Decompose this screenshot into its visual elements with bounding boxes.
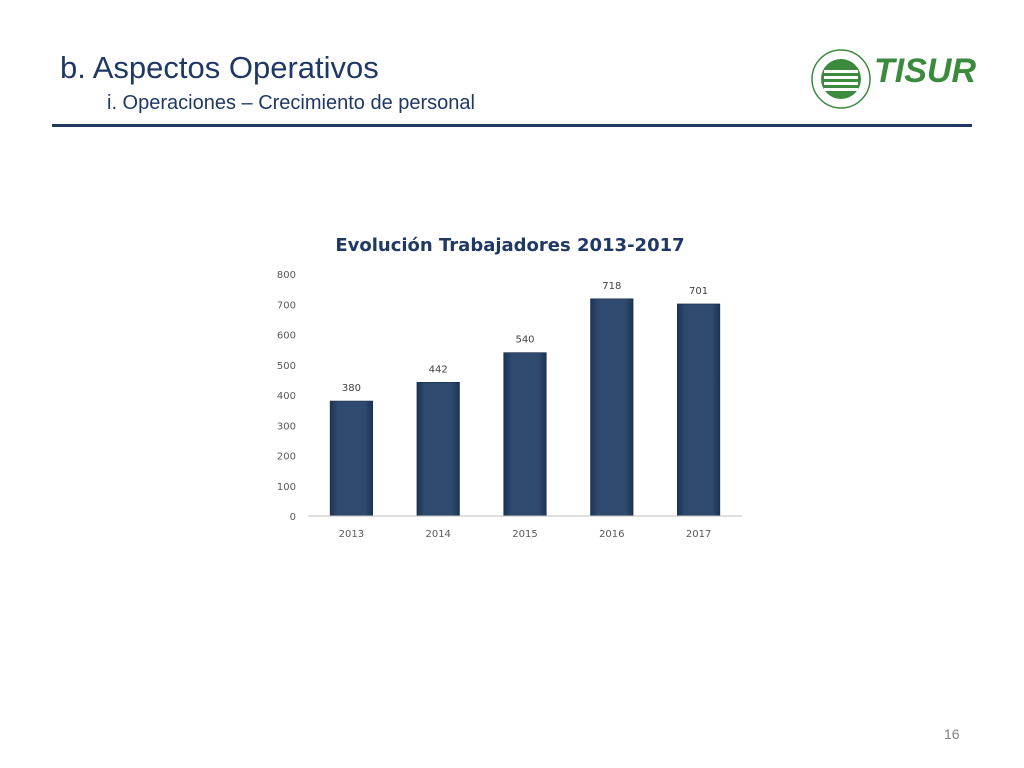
- x-tick-label-2013: 2013: [339, 529, 364, 540]
- header-divider: [52, 124, 972, 127]
- y-tick-label: 800: [277, 270, 296, 281]
- y-tick-label: 400: [277, 391, 296, 402]
- x-tick-label-2014: 2014: [425, 529, 450, 540]
- bar-2015: [503, 352, 547, 517]
- x-tick-label-2016: 2016: [599, 529, 624, 540]
- logo-seal-icon: [811, 49, 871, 109]
- logo-wordmark: TISUR: [874, 52, 976, 90]
- x-tick-label-2017: 2017: [686, 529, 711, 540]
- slide-subtitle: i. Operaciones – Crecimiento de personal: [107, 92, 475, 114]
- chart-title: Evolución Trabajadores 2013-2017: [335, 235, 684, 256]
- slide-title: b. Aspectos Operativos: [60, 50, 379, 85]
- data-label-2014: 442: [429, 364, 448, 375]
- y-axis-ticks: 0 100 200 300 400 500 600 700 800: [277, 270, 296, 523]
- y-tick-label: 500: [277, 361, 296, 372]
- page-number: 16: [944, 726, 960, 742]
- y-tick-label: 600: [277, 331, 296, 342]
- bar-chart: Evolución Trabajadores 2013-2017 0 100 200…: [260, 222, 760, 552]
- chart-canvas: Evolución Trabajadores 2013-2017 0 100 200…: [277, 235, 742, 540]
- y-tick-label: 300: [277, 421, 296, 432]
- data-label-2016: 718: [602, 281, 621, 292]
- tisur-logo: TISUR: [808, 46, 976, 112]
- x-axis-ticks: 2013 2014 2015 2016 2017: [339, 529, 712, 540]
- data-label-2015: 540: [515, 335, 534, 346]
- bar-2016: [590, 298, 634, 517]
- y-tick-label: 100: [277, 482, 296, 493]
- bar-2013: [329, 400, 373, 517]
- data-label-2013: 380: [342, 383, 361, 394]
- bars-group: [329, 298, 721, 517]
- y-tick-label: 200: [277, 452, 296, 463]
- y-tick-label: 700: [277, 300, 296, 311]
- x-tick-label-2015: 2015: [512, 529, 537, 540]
- y-tick-label: 0: [290, 512, 296, 523]
- data-label-2017: 701: [689, 286, 708, 297]
- bar-2017: [677, 303, 721, 517]
- data-labels-group: 380 442 540 718 701: [342, 281, 708, 394]
- bar-2014: [416, 381, 460, 517]
